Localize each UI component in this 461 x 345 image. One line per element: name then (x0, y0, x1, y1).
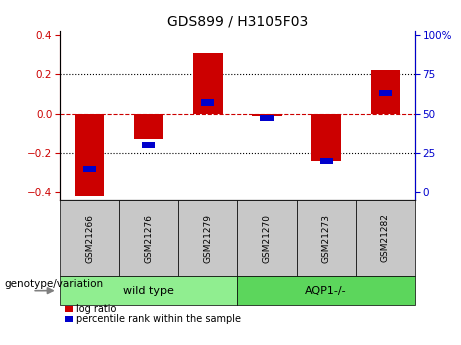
Bar (252, 114, 282, 116)
Text: GSM21276: GSM21276 (144, 214, 153, 263)
Text: GSM21279: GSM21279 (203, 214, 213, 263)
Bar (83, 166, 96, 172)
Text: GSM21270: GSM21270 (262, 214, 272, 263)
Text: wild type: wild type (123, 286, 174, 296)
Bar (371, 70, 400, 114)
Text: GSM21266: GSM21266 (85, 214, 94, 263)
Bar (319, 158, 333, 164)
Title: GDS899 / H3105F03: GDS899 / H3105F03 (167, 14, 308, 29)
Bar (134, 114, 164, 139)
Bar (201, 99, 214, 106)
Bar (260, 115, 273, 121)
Bar (75, 114, 104, 196)
Bar (193, 53, 223, 114)
Bar (379, 90, 392, 96)
Text: GSM21282: GSM21282 (381, 214, 390, 263)
Text: genotype/variation: genotype/variation (5, 279, 104, 289)
Bar (311, 114, 341, 161)
Text: log ratio: log ratio (76, 304, 117, 314)
Text: percentile rank within the sample: percentile rank within the sample (76, 314, 241, 324)
Text: AQP1-/-: AQP1-/- (305, 286, 347, 296)
Text: GSM21273: GSM21273 (322, 214, 331, 263)
Bar (142, 142, 155, 148)
